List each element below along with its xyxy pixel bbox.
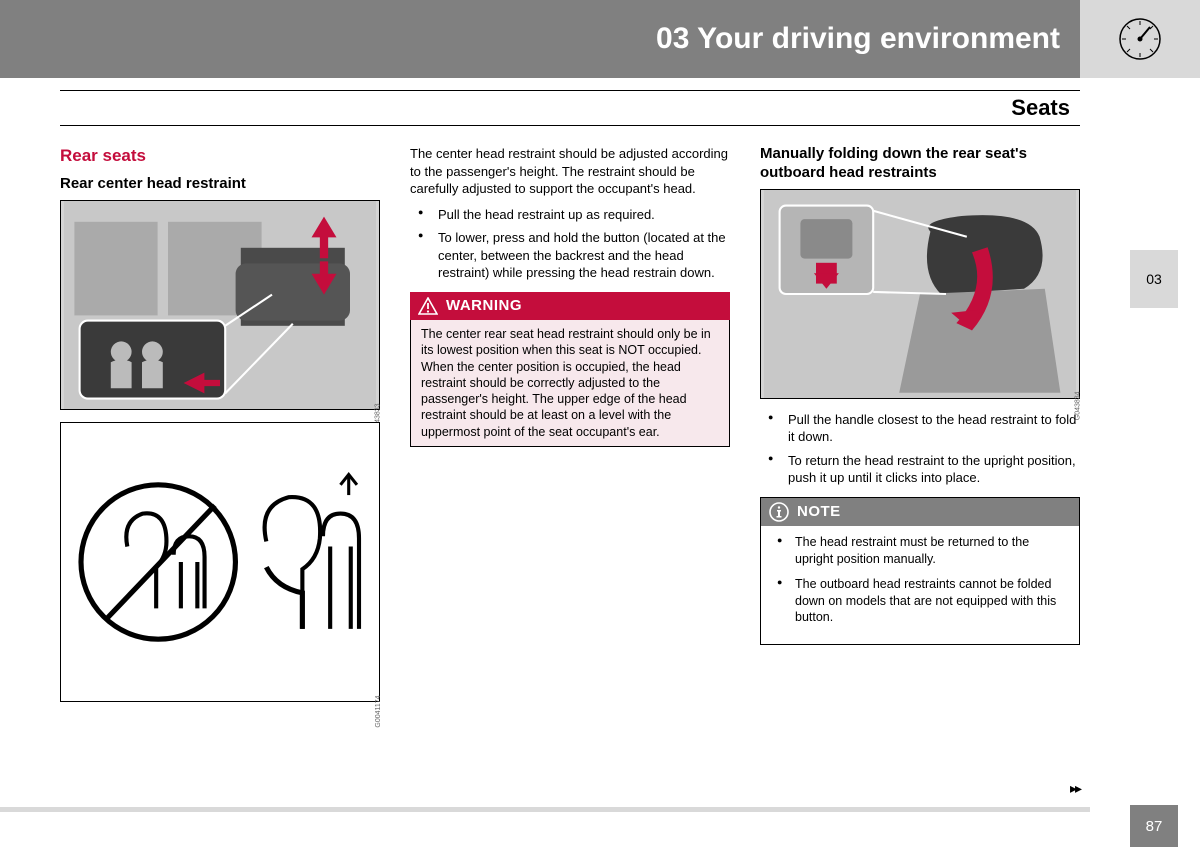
warning-body: The center rear seat head restraint shou… (410, 320, 730, 447)
page-number-tab: 87 (1130, 805, 1178, 847)
warning-box: WARNING The center rear seat head restra… (410, 292, 730, 447)
column-3: Manually folding down the rear seat's ou… (760, 145, 1080, 767)
page-number: 87 (1146, 818, 1163, 835)
content-area: Rear seats Rear center head restraint (60, 145, 1080, 767)
figure-outboard-restraint: G043834 (760, 189, 1080, 399)
chapter-title: 03 Your driving environment (656, 22, 1060, 56)
info-icon (769, 502, 789, 522)
column-2: The center head restraint should be adju… (410, 145, 730, 767)
list-item: Pull the head restraint up as required. (410, 206, 730, 224)
adjust-paragraph: The center head restraint should be adju… (410, 145, 730, 198)
restraint-usage-diagram (61, 423, 379, 701)
gauge-icon-box (1080, 0, 1200, 78)
figure-label: G0041174 (374, 695, 383, 727)
note-label: NOTE (797, 502, 841, 522)
adjust-bullets: Pull the head restraint up as required. … (410, 206, 730, 282)
outboard-bullets: Pull the handle closest to the head rest… (760, 411, 1080, 487)
section-title-row: Seats (60, 90, 1080, 126)
note-header: NOTE (761, 498, 1079, 526)
note-body: The head restraint must be returned to t… (761, 526, 1079, 644)
warning-label: WARNING (446, 296, 522, 316)
side-tab: 03 (1130, 250, 1178, 308)
outboard-illustration (761, 190, 1079, 398)
footer-rule (0, 807, 1090, 812)
outboard-subheading: Manually folding down the rear seat's ou… (760, 145, 1080, 183)
list-item: The head restraint must be returned to t… (771, 534, 1069, 568)
seat-photo-illustration (61, 201, 379, 409)
warning-triangle-icon (418, 297, 438, 315)
list-item: The outboard head restraints cannot be f… (771, 576, 1069, 627)
note-box: NOTE The head restraint must be returned… (760, 497, 1080, 646)
side-tab-label: 03 (1146, 271, 1162, 287)
gauge-icon (1116, 15, 1164, 63)
rear-center-subheading: Rear center head restraint (60, 174, 380, 194)
figure-head-restraint-diagram: G0041174 (60, 422, 380, 702)
rear-seats-heading: Rear seats (60, 145, 380, 168)
continue-arrows-icon: ▸▸ (1070, 780, 1080, 797)
list-item: Pull the handle closest to the head rest… (760, 411, 1080, 446)
warning-header: WARNING (410, 292, 730, 320)
list-item: To return the head restraint to the upri… (760, 452, 1080, 487)
column-1: Rear seats Rear center head restraint (60, 145, 380, 767)
chapter-header: 03 Your driving environment (0, 0, 1200, 78)
figure-rear-center-restraint: G043833 (60, 200, 380, 410)
list-item: To lower, press and hold the button (loc… (410, 229, 730, 282)
section-title: Seats (1011, 95, 1070, 120)
